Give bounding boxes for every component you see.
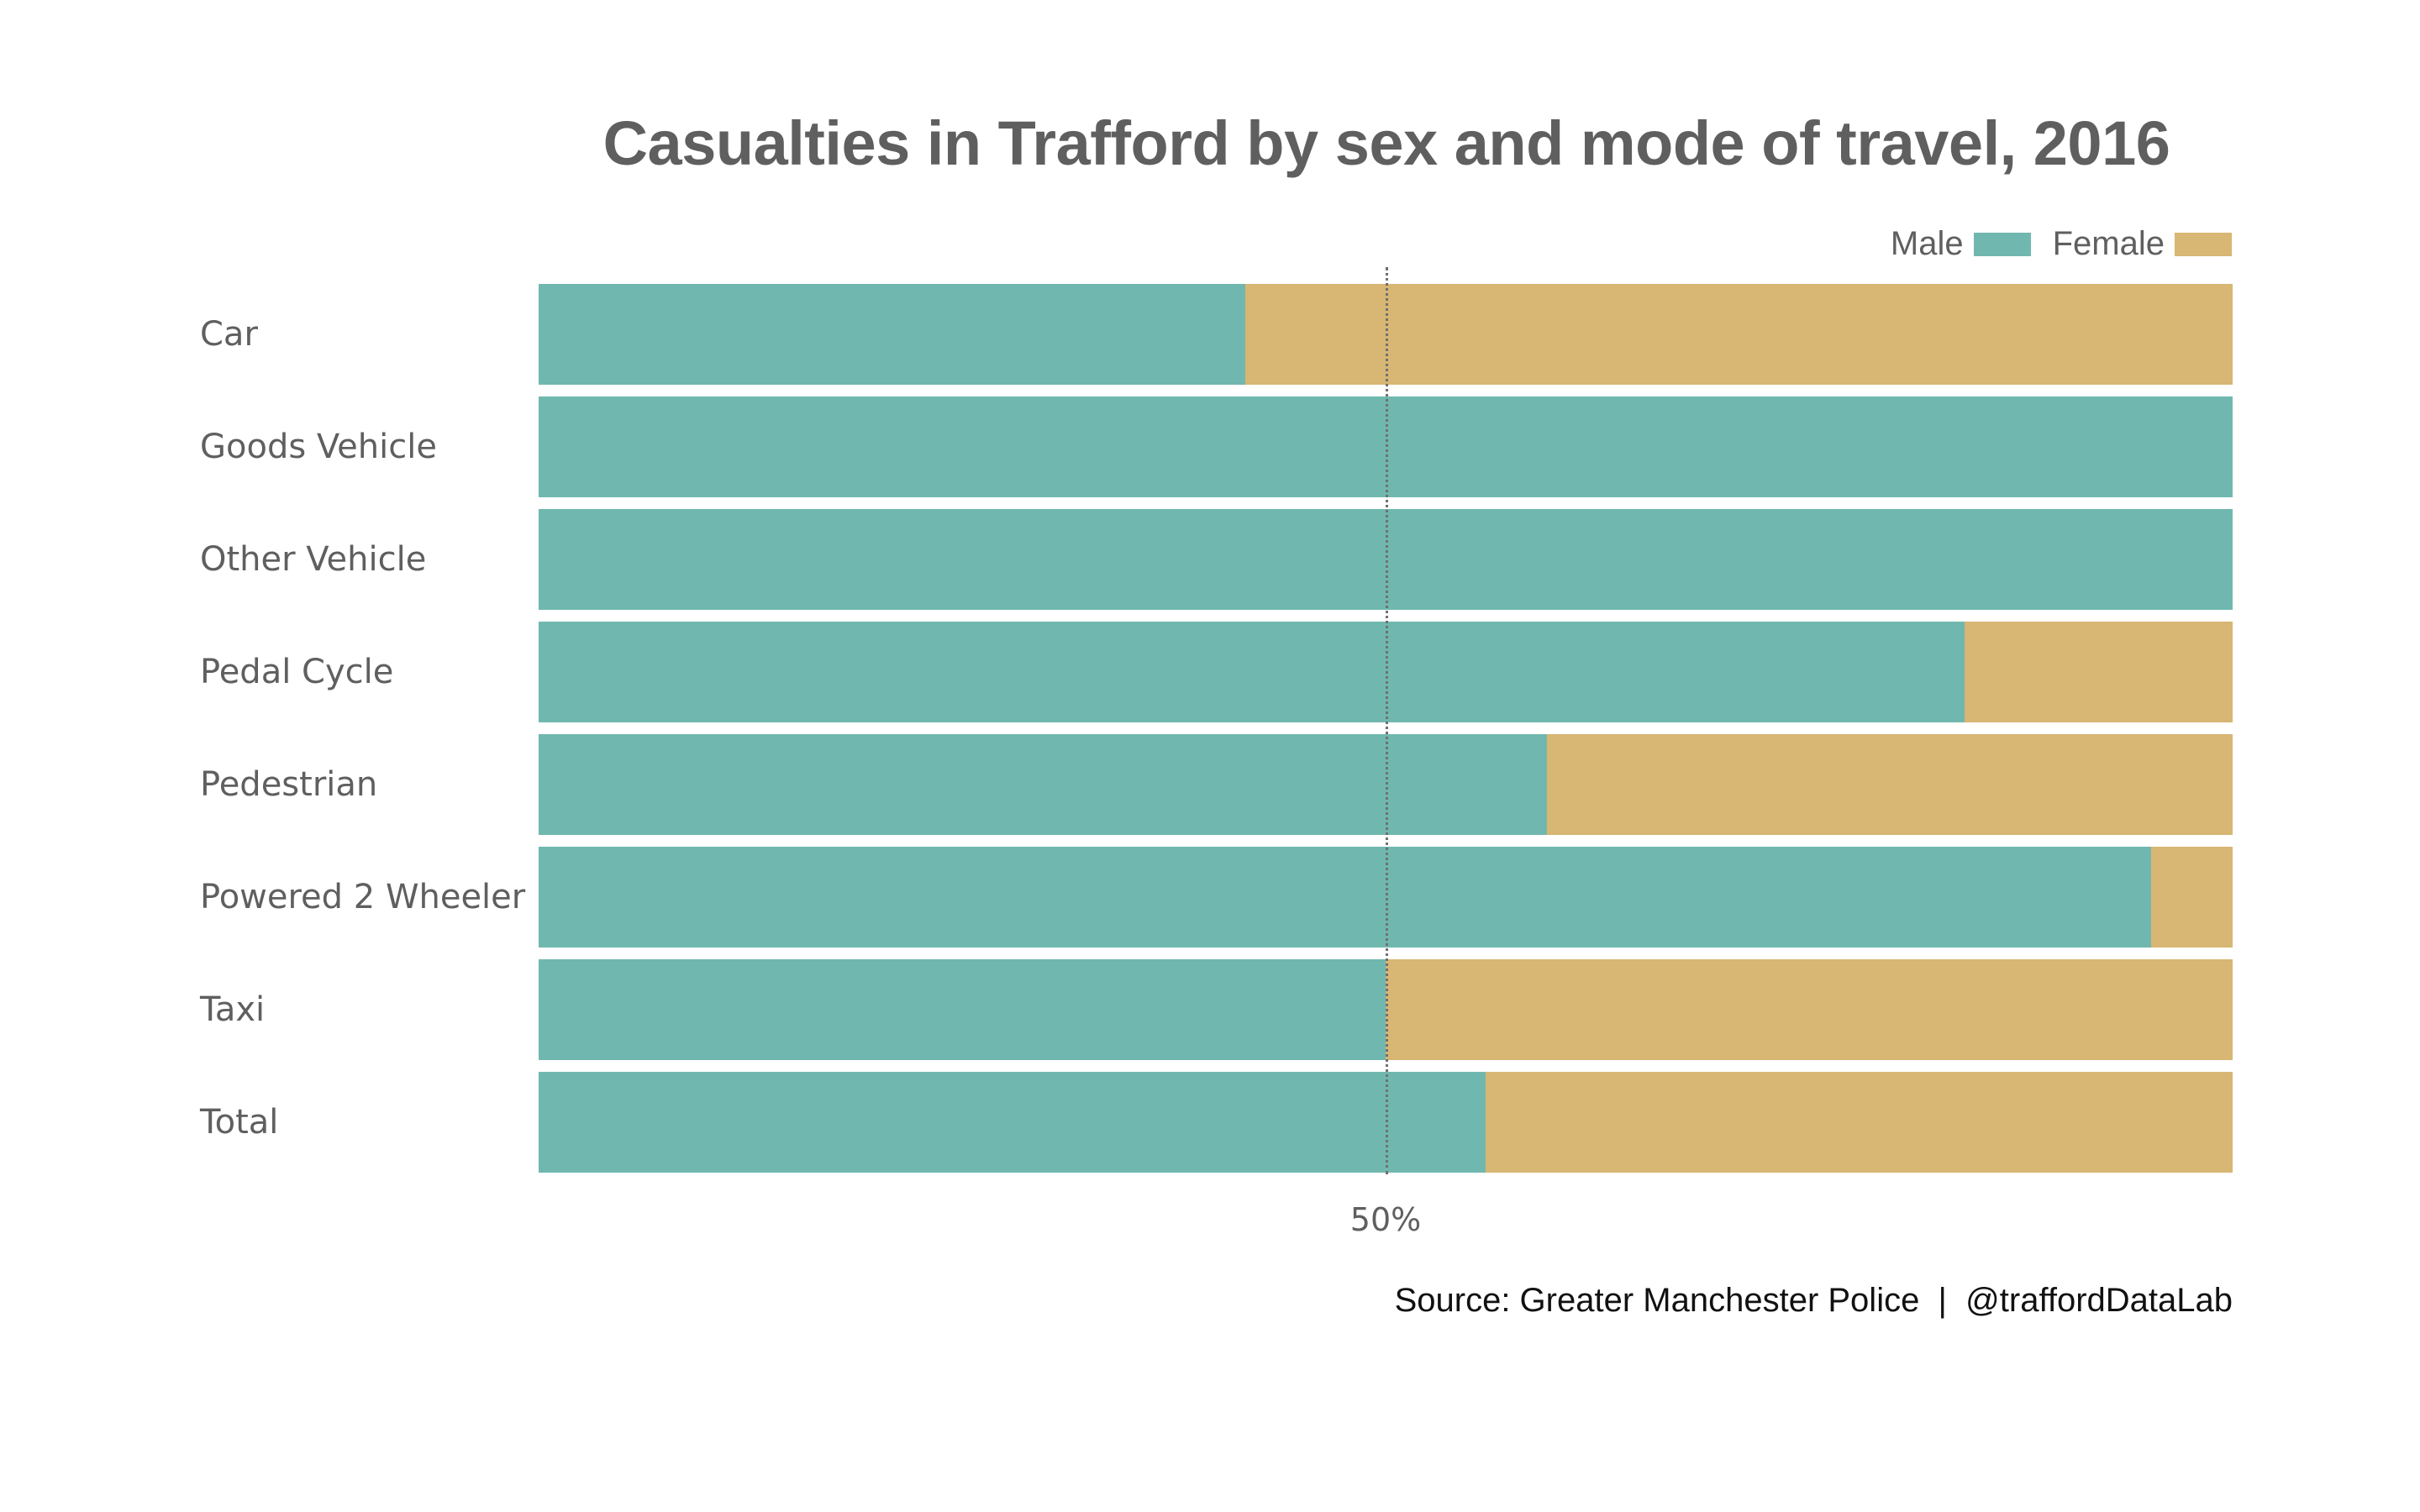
bar-row [539, 734, 2233, 835]
bar-row [539, 1072, 2233, 1173]
bar-segment-female [2151, 847, 2233, 948]
legend: Male Female [1891, 225, 2232, 263]
bar-segment-male [539, 1072, 1486, 1173]
category-label: Total [200, 1103, 279, 1142]
source-caption: Source: Greater Manchester Police | @tra… [1394, 1282, 2233, 1319]
bar-row [539, 959, 2233, 1060]
reference-line-50 [1386, 267, 1388, 1174]
bar-segment-male [539, 734, 1547, 835]
bar-segment-male [539, 284, 1245, 385]
category-label: Car [200, 315, 258, 354]
category-label: Pedal Cycle [200, 653, 394, 691]
category-label: Taxi [200, 990, 266, 1029]
chart-title: Casualties in Trafford by sex and mode o… [602, 108, 2170, 178]
legend-label-female: Female [2052, 225, 2165, 262]
bar-row [539, 847, 2233, 948]
bar-segment-male [539, 959, 1386, 1060]
legend-swatch-male [1973, 232, 2031, 256]
bar-segment-female [1485, 1072, 2233, 1173]
category-label: Pedestrian [200, 765, 378, 804]
category-label: Powered 2 Wheeler [200, 878, 526, 916]
bar-segment-male [539, 847, 2152, 948]
category-label: Other Vehicle [200, 540, 427, 579]
bar-segment-female [1965, 622, 2233, 722]
category-label: Goods Vehicle [200, 428, 437, 466]
bar-segment-female [1244, 284, 2233, 385]
bar-row [539, 622, 2233, 722]
bar-segment-female [1386, 959, 2233, 1060]
bar-segment-female [1546, 734, 2233, 835]
legend-label-male: Male [1890, 225, 1964, 262]
bar-segment-male [539, 622, 1965, 722]
legend-swatch-female [2175, 232, 2232, 256]
bar-row [539, 284, 2233, 385]
x-tick-50: 50% [1349, 1201, 1422, 1238]
